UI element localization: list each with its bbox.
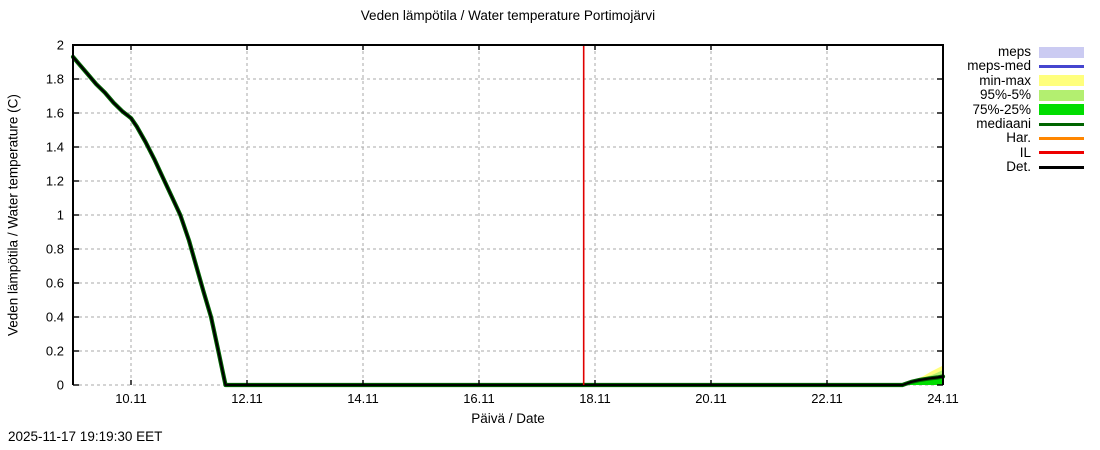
legend: meps meps-med min-max 95%-5% 75%-25% mediaani… [967, 44, 1084, 175]
legend-swatch-band [1039, 46, 1084, 58]
legend-item-95-5: 95%-5% [967, 87, 1084, 103]
legend-item-mediaani: mediaani [967, 115, 1084, 131]
legend-swatch-line [1039, 65, 1084, 69]
series-det [71, 55, 945, 387]
legend-label: Har. [1006, 130, 1031, 146]
legend-label: Det. [1006, 159, 1031, 175]
legend-swatch-line [1039, 165, 1084, 169]
y-tick-label: 1.2 [46, 174, 64, 189]
legend-label: meps-med [967, 58, 1031, 74]
legend-item-75-25: 75%-25% [967, 101, 1084, 117]
legend-swatch-band [1039, 89, 1084, 101]
x-axis-label: Päivä / Date [471, 411, 545, 426]
gridlines [73, 45, 944, 386]
y-tick-label: 1.4 [46, 140, 64, 155]
x-tick-label: 24.11 [927, 391, 959, 406]
y-tick-label: 0.8 [46, 242, 64, 257]
legend-label: IL [1019, 144, 1031, 160]
legend-swatch-band [1039, 75, 1084, 87]
legend-item-meps-med: meps-med [967, 58, 1084, 74]
axis-ticks [73, 44, 944, 386]
legend-label: 75%-25% [972, 101, 1031, 117]
y-tick-label: 2 [57, 38, 64, 53]
x-tick-label: 14.11 [347, 391, 379, 406]
y-tick-label: 1 [57, 208, 64, 223]
y-tick-label: 0 [57, 378, 64, 393]
legend-swatch-line [1039, 122, 1084, 126]
timestamp: 2025-11-17 19:19:30 EET [8, 429, 163, 444]
x-tick-label: 10.11 [115, 391, 147, 406]
legend-swatch-line [1039, 151, 1084, 155]
legend-label: 95%-5% [979, 87, 1031, 103]
y-tick-label: 0.2 [46, 344, 64, 359]
y-tick-label: 1.6 [46, 106, 64, 121]
legend-label: mediaani [976, 115, 1031, 131]
x-tick-label: 22.11 [811, 391, 843, 406]
legend-item-det: Det. [967, 159, 1084, 175]
y-tick-label: 0.4 [46, 310, 64, 325]
series-mediaani [70, 54, 946, 388]
legend-item-meps: meps [967, 44, 1084, 59]
legend-item-har: Har. [967, 130, 1084, 146]
y-tick-label: 0.6 [46, 276, 64, 291]
x-tick-label: 18.11 [579, 391, 611, 406]
legend-item-min-max: min-max [967, 72, 1084, 88]
legend-label: meps [997, 44, 1031, 59]
legend-item-il: IL [967, 144, 1084, 160]
x-tick-label: 12.11 [231, 391, 263, 406]
x-tick-label: 16.11 [463, 391, 495, 406]
legend-swatch-band [1039, 104, 1084, 116]
axis-tick-labels: 10.11 12.11 14.11 16.11 18.11 20.11 22.11 24.11… [46, 38, 959, 407]
legend-label: min-max [979, 72, 1031, 88]
y-tick-label: 1.8 [46, 72, 64, 87]
chart-title: Veden lämpötila / Water temperature Port… [360, 8, 656, 23]
x-tick-label: 20.11 [695, 391, 727, 406]
legend-swatch-line [1039, 137, 1084, 141]
